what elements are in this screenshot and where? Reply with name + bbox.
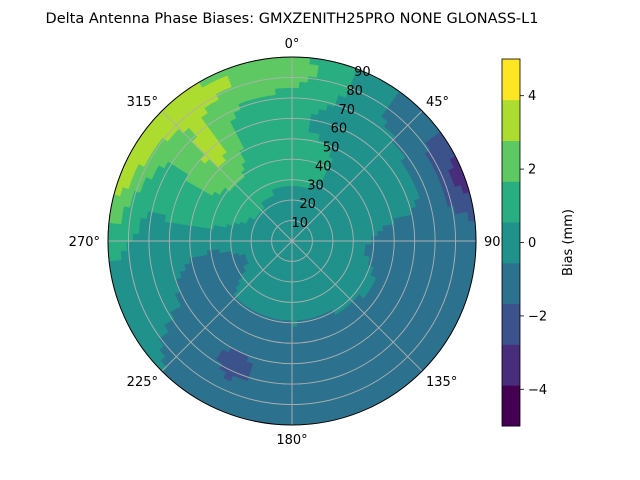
- contour-cell: [285, 129, 293, 138]
- radial-tick-label: 40: [315, 159, 332, 174]
- azimuth-gridline: [291, 240, 423, 372]
- radial-tick-label: 30: [307, 178, 324, 193]
- radial-tick-label: 10: [292, 216, 309, 231]
- contour-cell: [282, 80, 294, 89]
- contour-cell: [284, 111, 293, 119]
- contour-cell: [282, 74, 294, 83]
- colorbar-tick-label: −2: [528, 309, 547, 324]
- azimuth-tick-label: 135°: [426, 375, 457, 390]
- chart-title: Delta Antenna Phase Biases: GMXZENITH25P…: [46, 11, 539, 27]
- radial-tick-label: 20: [299, 197, 316, 212]
- contour-cell: [281, 68, 294, 76]
- azimuth-tick-label: 270°: [69, 235, 100, 250]
- azimuth-tick-label: 45°: [426, 95, 449, 110]
- radial-tick-label: 80: [346, 84, 363, 99]
- plot-frame: [107, 56, 477, 426]
- colorbar-segment: [502, 344, 520, 386]
- colorbar-segment: [502, 303, 520, 345]
- contour-cell: [283, 92, 293, 101]
- colorbar-tick-label: 0: [528, 236, 536, 251]
- colorbar-tick-label: 4: [528, 89, 536, 104]
- contour-cell: [283, 99, 293, 107]
- contour-cell: [282, 86, 294, 95]
- colorbar-tick-label: −4: [528, 383, 547, 398]
- colorbar-segment: [502, 140, 520, 182]
- colorbar-segment: [502, 222, 520, 264]
- axis-labels: 0° 45° 90° 135° 180° 225° 270° 315° 10 20 30 40 50 60…: [69, 37, 507, 448]
- radial-tick-label: 60: [331, 122, 348, 137]
- contour-cell: [285, 123, 293, 131]
- colorbar-segment: [502, 385, 520, 427]
- colorbar-tick-label: 2: [528, 163, 536, 178]
- contour-cell: [283, 105, 293, 113]
- colorbar: 4 2 0 −2 −4 Bias (mm): [501, 58, 576, 427]
- colorbar-label: Bias (mm): [561, 209, 576, 276]
- azimuth-gridline: [161, 240, 293, 372]
- contour-field: [107, 56, 477, 426]
- colorbar-segment: [502, 99, 520, 141]
- colorbar-segment: [502, 262, 520, 305]
- azimuth-tick-label: 90°: [484, 235, 507, 250]
- azimuth-tick-label: 315°: [127, 95, 158, 110]
- polar-grid: [107, 56, 477, 426]
- azimuth-tick-label: 225°: [127, 375, 158, 390]
- azimuth-tick-label: 0°: [285, 37, 300, 52]
- contour-cell: [281, 56, 294, 64]
- radial-tick-label: 90: [354, 65, 371, 80]
- colorbar-segment: [502, 181, 520, 223]
- radial-tick-label: 70: [339, 103, 356, 118]
- azimuth-gridline: [161, 110, 293, 242]
- azimuth-tick-label: 180°: [276, 433, 307, 448]
- colorbar-segment: [502, 59, 520, 101]
- azimuth-gridline: [291, 110, 423, 242]
- radial-tick-label: 50: [323, 141, 340, 156]
